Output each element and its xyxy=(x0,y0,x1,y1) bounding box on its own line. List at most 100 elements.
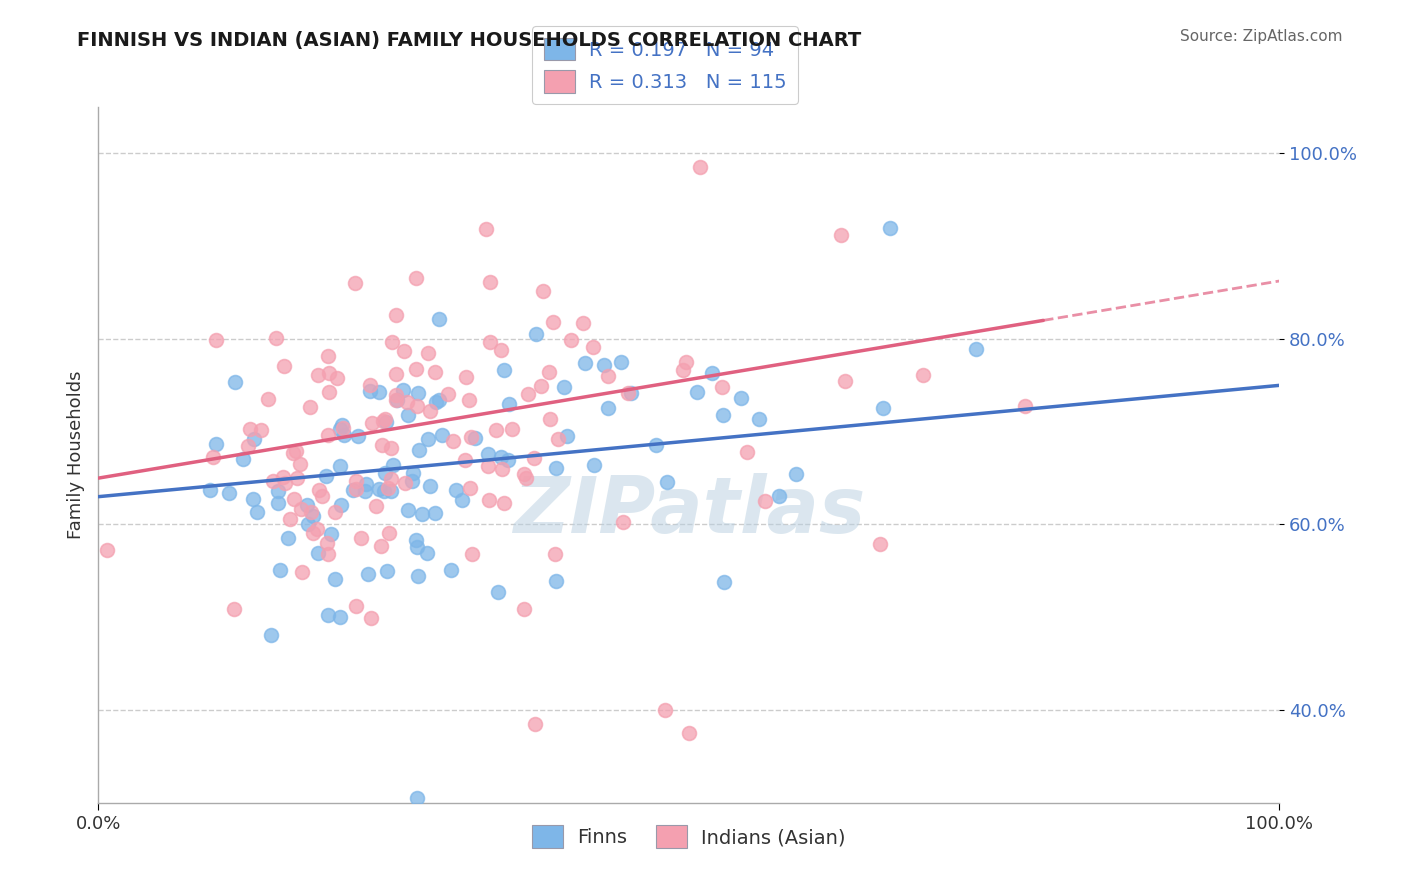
Point xyxy=(572,316,595,330)
Point xyxy=(346,599,368,613)
Point xyxy=(330,418,353,433)
Point xyxy=(492,362,515,376)
Point xyxy=(344,475,367,489)
Point xyxy=(458,481,481,495)
Point xyxy=(441,434,464,449)
Point xyxy=(198,483,221,497)
Point xyxy=(513,601,536,615)
Point xyxy=(204,437,226,451)
Point xyxy=(297,516,319,531)
Point xyxy=(242,492,264,507)
Point xyxy=(557,428,579,442)
Point xyxy=(454,453,477,467)
Point xyxy=(492,496,515,510)
Point xyxy=(288,457,311,471)
Point xyxy=(250,424,273,438)
Point xyxy=(432,427,454,442)
Point xyxy=(425,394,447,409)
Point xyxy=(405,361,427,376)
Point xyxy=(374,412,396,426)
Point xyxy=(316,607,339,622)
Point xyxy=(454,370,477,384)
Point xyxy=(965,342,987,356)
Point xyxy=(612,515,634,529)
Point xyxy=(316,535,339,549)
Point xyxy=(395,395,418,409)
Text: FINNISH VS INDIAN (ASIAN) FAMILY HOUSEHOLDS CORRELATION CHART: FINNISH VS INDIAN (ASIAN) FAMILY HOUSEHO… xyxy=(77,31,862,50)
Point xyxy=(285,471,308,485)
Point xyxy=(553,380,575,394)
Point xyxy=(616,385,638,400)
Point xyxy=(451,492,474,507)
Point xyxy=(285,444,308,458)
Point xyxy=(515,471,537,485)
Point xyxy=(329,422,352,436)
Point xyxy=(385,308,408,322)
Point xyxy=(645,437,668,451)
Point xyxy=(710,380,733,394)
Point xyxy=(329,610,352,624)
Point xyxy=(489,343,512,357)
Point xyxy=(364,499,387,513)
Point xyxy=(318,385,340,400)
Point xyxy=(754,494,776,508)
Point xyxy=(582,340,605,354)
Point xyxy=(316,547,339,561)
Point xyxy=(610,355,633,369)
Point xyxy=(785,467,807,482)
Point xyxy=(297,498,319,512)
Point xyxy=(460,430,482,444)
Point xyxy=(523,450,546,465)
Point xyxy=(546,461,568,475)
Point xyxy=(620,385,643,400)
Point xyxy=(440,563,463,577)
Point xyxy=(367,385,389,400)
Point xyxy=(224,376,246,390)
Point xyxy=(479,275,502,289)
Point xyxy=(370,539,392,553)
Point xyxy=(374,466,396,480)
Point xyxy=(411,508,433,522)
Point xyxy=(266,331,288,345)
Point xyxy=(477,459,499,474)
Point xyxy=(675,355,697,369)
Point xyxy=(357,566,380,581)
Point xyxy=(582,458,605,472)
Point xyxy=(547,432,569,446)
Point xyxy=(485,423,508,437)
Point xyxy=(224,602,246,616)
Point xyxy=(478,335,501,350)
Point xyxy=(498,453,520,467)
Point xyxy=(834,375,856,389)
Point xyxy=(371,438,394,452)
Point xyxy=(299,400,322,414)
Point xyxy=(598,368,620,383)
Point xyxy=(396,408,419,422)
Point xyxy=(381,334,404,349)
Point xyxy=(392,344,415,359)
Point xyxy=(477,447,499,461)
Point xyxy=(461,547,484,561)
Point xyxy=(381,458,404,473)
Point xyxy=(380,483,402,498)
Point xyxy=(423,506,446,520)
Point xyxy=(730,391,752,405)
Text: Source: ZipAtlas.com: Source: ZipAtlas.com xyxy=(1180,29,1343,44)
Point xyxy=(416,546,439,560)
Point xyxy=(475,222,498,236)
Point xyxy=(768,489,790,503)
Point xyxy=(299,505,322,519)
Point xyxy=(869,537,891,551)
Point xyxy=(344,482,367,496)
Point xyxy=(524,326,547,341)
Point xyxy=(427,393,450,408)
Point xyxy=(486,585,509,599)
Point xyxy=(311,489,333,503)
Point xyxy=(326,371,349,385)
Point xyxy=(278,511,301,525)
Point xyxy=(377,481,399,495)
Point xyxy=(359,378,381,392)
Point xyxy=(396,503,419,517)
Point xyxy=(419,479,441,493)
Point xyxy=(273,359,295,373)
